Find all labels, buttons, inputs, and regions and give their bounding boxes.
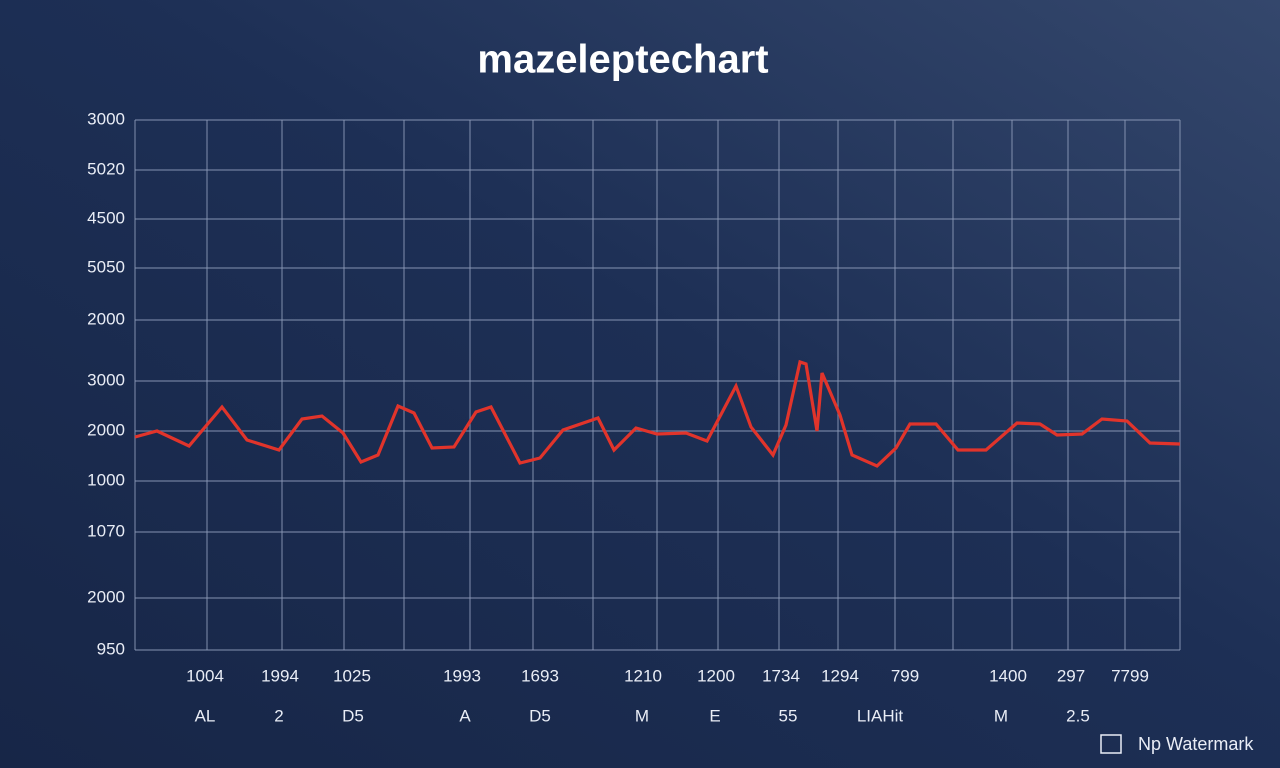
watermark-icon	[1100, 734, 1122, 754]
x-sublabel: D5	[529, 706, 551, 725]
y-tick-label: 4500	[87, 208, 125, 227]
x-tick-label: 297	[1057, 666, 1085, 685]
y-tick-label: 5050	[87, 257, 125, 276]
data-line	[134, 359, 1181, 468]
x-tick-label: 799	[891, 666, 919, 685]
x-sublabel: E	[709, 706, 720, 725]
x-tick-label: 1200	[697, 666, 735, 685]
x-sublabel: 2.5	[1066, 706, 1090, 725]
x-sublabel: 55	[779, 706, 798, 725]
x-tick-label: 1734	[762, 666, 800, 685]
x-tick-label: 1994	[261, 666, 299, 685]
x-sublabel: D5	[342, 706, 364, 725]
y-tick-label: 2000	[87, 587, 125, 606]
y-tick-label: 1070	[87, 521, 125, 540]
y-tick-label: 1000	[87, 470, 125, 489]
x-sublabel: AL	[195, 706, 216, 725]
x-tick-label: 1993	[443, 666, 481, 685]
x-tick-label: 1025	[333, 666, 371, 685]
y-tick-label: 3000	[87, 109, 125, 128]
x-sublabel: A	[459, 706, 471, 725]
x-sublabel: 2	[274, 706, 283, 725]
x-tick-label: 7799	[1111, 666, 1149, 685]
x-sublabel: LIAHit	[857, 706, 904, 725]
watermark: Np Watermark	[1138, 734, 1254, 754]
x-sublabel: M	[994, 706, 1008, 725]
x-tick-label: 1004	[186, 666, 224, 685]
y-tick-label: 5020	[87, 159, 125, 178]
y-tick-label: 3000	[87, 370, 125, 389]
y-tick-label: 2000	[87, 309, 125, 328]
x-tick-label: 1693	[521, 666, 559, 685]
y-tick-label: 950	[97, 639, 125, 658]
x-tick-label: 1210	[624, 666, 662, 685]
x-tick-label: 1400	[989, 666, 1027, 685]
y-tick-label: 2000	[87, 420, 125, 439]
x-tick-label: 1294	[821, 666, 859, 685]
chart-title: mazeleptechart	[477, 38, 768, 82]
x-sublabel: M	[635, 706, 649, 725]
